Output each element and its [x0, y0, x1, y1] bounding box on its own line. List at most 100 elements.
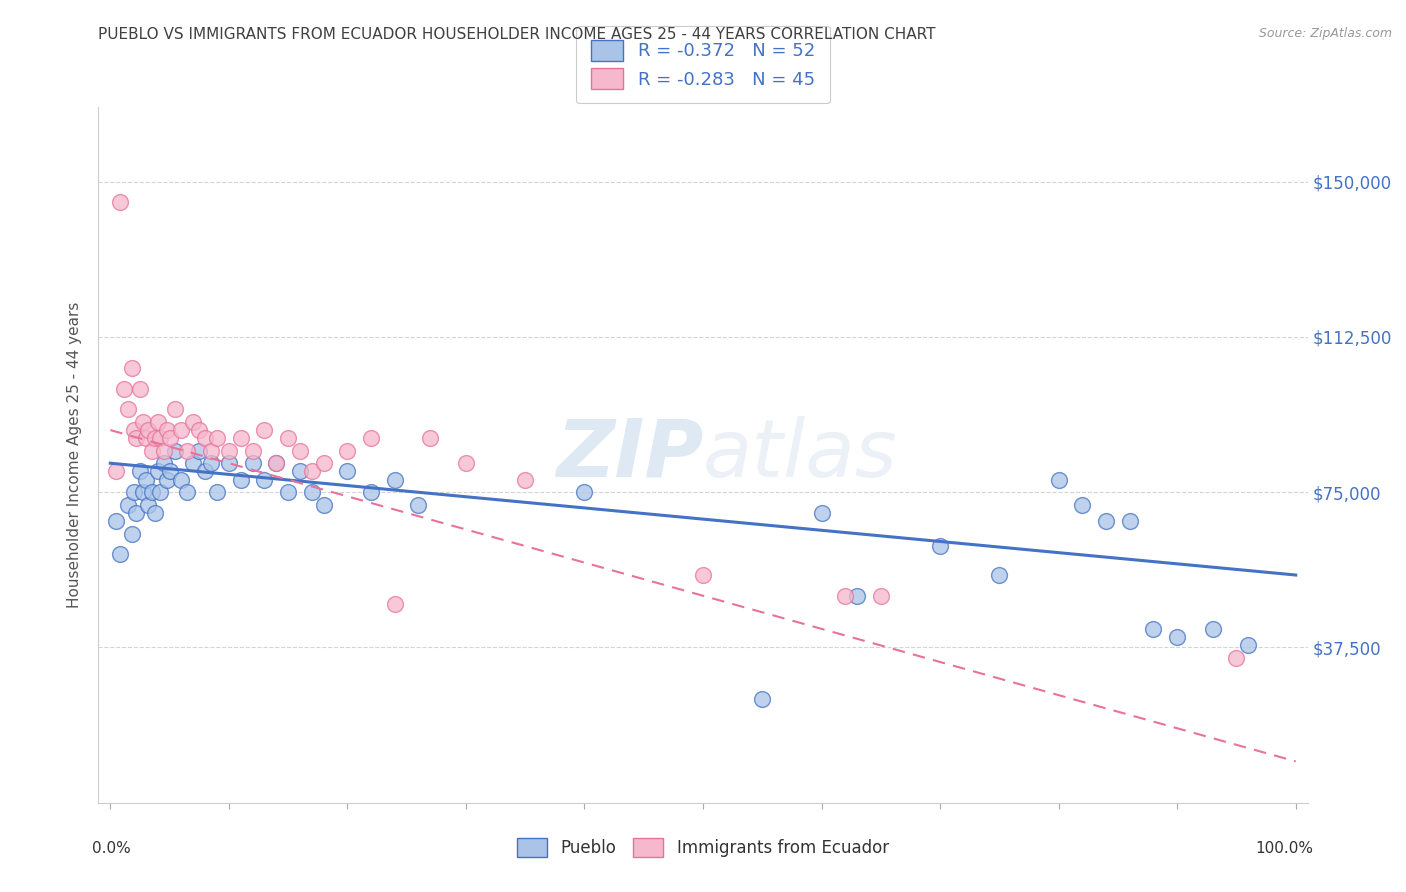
- Point: [277, 485, 299, 500]
- Text: Source: ZipAtlas.com: Source: ZipAtlas.com: [1258, 27, 1392, 40]
- Point: [454, 456, 477, 470]
- Point: [336, 443, 359, 458]
- Point: [136, 423, 159, 437]
- Y-axis label: Householder Income Ages 25 - 44 years: Householder Income Ages 25 - 44 years: [67, 301, 83, 608]
- Point: [1202, 622, 1225, 636]
- Point: [200, 456, 222, 470]
- Point: [149, 485, 172, 500]
- Point: [146, 415, 169, 429]
- Point: [264, 456, 287, 470]
- Point: [149, 431, 172, 445]
- Point: [360, 485, 382, 500]
- Point: [312, 456, 335, 470]
- Point: [242, 443, 264, 458]
- Point: [170, 423, 193, 437]
- Point: [141, 485, 163, 500]
- Point: [156, 423, 179, 437]
- Point: [384, 473, 406, 487]
- Point: [114, 382, 136, 396]
- Text: atlas: atlas: [703, 416, 898, 494]
- Point: [132, 415, 155, 429]
- Point: [181, 456, 204, 470]
- Point: [122, 485, 145, 500]
- Point: [929, 539, 952, 553]
- Point: [419, 431, 441, 445]
- Point: [176, 443, 198, 458]
- Point: [125, 506, 148, 520]
- Point: [129, 382, 152, 396]
- Point: [194, 465, 217, 479]
- Point: [288, 465, 311, 479]
- Point: [188, 443, 211, 458]
- Point: [152, 443, 174, 458]
- Point: [301, 465, 323, 479]
- Point: [135, 473, 157, 487]
- Point: [751, 692, 773, 706]
- Point: [181, 415, 204, 429]
- Point: [159, 431, 181, 445]
- Point: [105, 514, 128, 528]
- Point: [242, 456, 264, 470]
- Point: [301, 485, 323, 500]
- Text: 100.0%: 100.0%: [1256, 841, 1313, 856]
- Point: [165, 443, 187, 458]
- Text: 0.0%: 0.0%: [93, 841, 131, 856]
- Point: [121, 526, 143, 541]
- Point: [1119, 514, 1142, 528]
- Point: [264, 456, 287, 470]
- Point: [229, 473, 252, 487]
- Point: [152, 456, 174, 470]
- Point: [1166, 630, 1188, 644]
- Text: ZIP: ZIP: [555, 416, 703, 494]
- Point: [105, 465, 128, 479]
- Point: [136, 498, 159, 512]
- Point: [132, 485, 155, 500]
- Point: [1047, 473, 1070, 487]
- Point: [846, 589, 869, 603]
- Point: [1225, 651, 1247, 665]
- Point: [117, 498, 139, 512]
- Point: [143, 506, 166, 520]
- Point: [143, 431, 166, 445]
- Point: [253, 473, 276, 487]
- Point: [122, 423, 145, 437]
- Point: [146, 465, 169, 479]
- Point: [205, 431, 228, 445]
- Point: [218, 443, 240, 458]
- Point: [1071, 498, 1094, 512]
- Point: [188, 423, 211, 437]
- Point: [988, 568, 1011, 582]
- Point: [288, 443, 311, 458]
- Point: [205, 485, 228, 500]
- Point: [218, 456, 240, 470]
- Point: [117, 402, 139, 417]
- Point: [194, 431, 217, 445]
- Point: [170, 473, 193, 487]
- Point: [135, 431, 157, 445]
- Point: [141, 443, 163, 458]
- Point: [574, 485, 596, 500]
- Point: [360, 431, 382, 445]
- Point: [165, 402, 187, 417]
- Point: [834, 589, 856, 603]
- Point: [176, 485, 198, 500]
- Point: [336, 465, 359, 479]
- Point: [125, 431, 148, 445]
- Point: [129, 465, 152, 479]
- Point: [1142, 622, 1164, 636]
- Legend: Pueblo, Immigrants from Ecuador: Pueblo, Immigrants from Ecuador: [510, 831, 896, 864]
- Point: [277, 431, 299, 445]
- Point: [121, 360, 143, 375]
- Point: [253, 423, 276, 437]
- Point: [156, 473, 179, 487]
- Text: PUEBLO VS IMMIGRANTS FROM ECUADOR HOUSEHOLDER INCOME AGES 25 - 44 YEARS CORRELAT: PUEBLO VS IMMIGRANTS FROM ECUADOR HOUSEH…: [98, 27, 936, 42]
- Point: [810, 506, 832, 520]
- Point: [312, 498, 335, 512]
- Point: [869, 589, 891, 603]
- Point: [408, 498, 430, 512]
- Point: [200, 443, 222, 458]
- Point: [159, 465, 181, 479]
- Point: [515, 473, 537, 487]
- Point: [692, 568, 714, 582]
- Point: [384, 597, 406, 611]
